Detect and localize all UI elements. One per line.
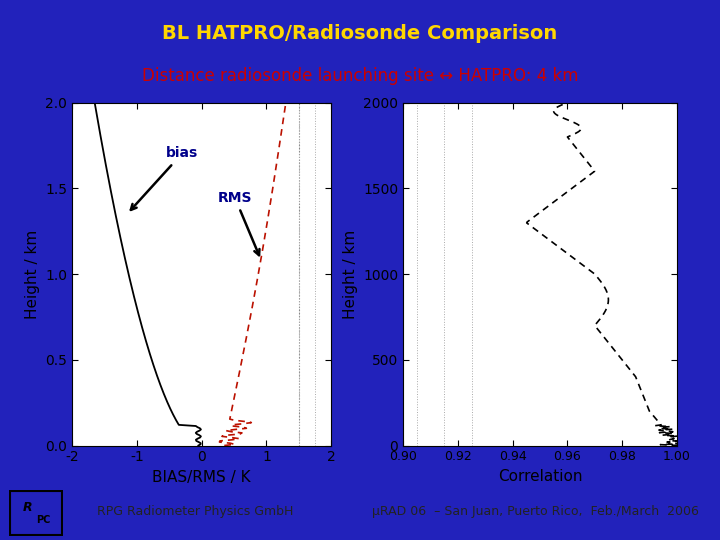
Text: RPG Radiometer Physics GmbH: RPG Radiometer Physics GmbH: [97, 505, 294, 518]
Y-axis label: Height / km: Height / km: [24, 230, 40, 319]
X-axis label: Correlation: Correlation: [498, 469, 582, 484]
Text: RMS: RMS: [217, 191, 259, 255]
Text: R: R: [23, 501, 32, 514]
Text: Distance radiosonde launching site ↔ HATPRO: 4 km: Distance radiosonde launching site ↔ HAT…: [142, 66, 578, 85]
Y-axis label: Height / km: Height / km: [343, 230, 358, 319]
Text: μRAD 06  – San Juan, Puerto Rico,  Feb./March  2006: μRAD 06 – San Juan, Puerto Rico, Feb./Ma…: [372, 505, 698, 518]
Text: PC: PC: [37, 515, 51, 525]
Text: BL HATPRO/Radiosonde Comparison: BL HATPRO/Radiosonde Comparison: [163, 24, 557, 43]
Text: bias: bias: [131, 146, 198, 210]
X-axis label: BIAS/RMS / K: BIAS/RMS / K: [153, 470, 251, 485]
